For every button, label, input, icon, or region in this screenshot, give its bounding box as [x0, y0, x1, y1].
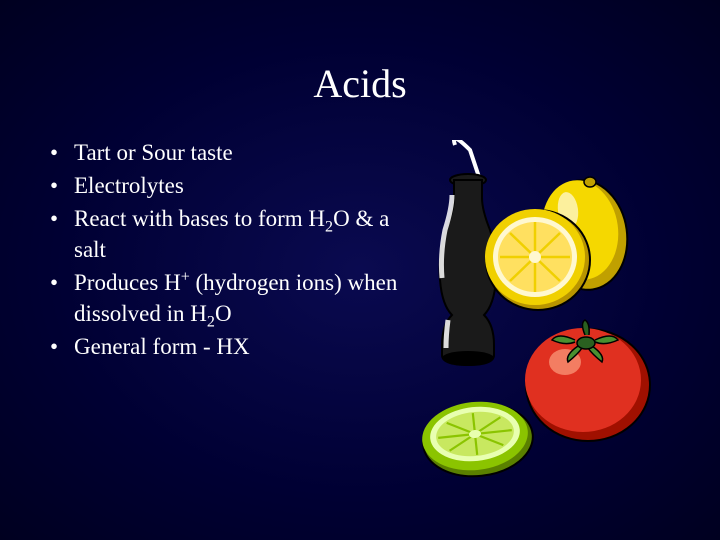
clipart-illustration [380, 140, 660, 500]
fruit-bottle-svg [380, 140, 660, 500]
bullet-list-container: Tart or Sour taste Electrolytes React wi… [50, 137, 420, 364]
lemon-half-icon [485, 209, 590, 310]
bullet-item: Tart or Sour taste [50, 137, 420, 168]
slide-title: Acids [0, 0, 720, 137]
bullet-item: General form - HX [50, 331, 420, 362]
bullet-item: Produces H+ (hydrogen ions) when dissolv… [50, 267, 420, 329]
lime-half-icon [419, 397, 537, 482]
bullet-list: Tart or Sour taste Electrolytes React wi… [50, 137, 420, 362]
bullet-item: Electrolytes [50, 170, 420, 201]
bullet-item: React with bases to form H2O & a salt [50, 203, 420, 265]
tomato-icon [525, 320, 650, 441]
